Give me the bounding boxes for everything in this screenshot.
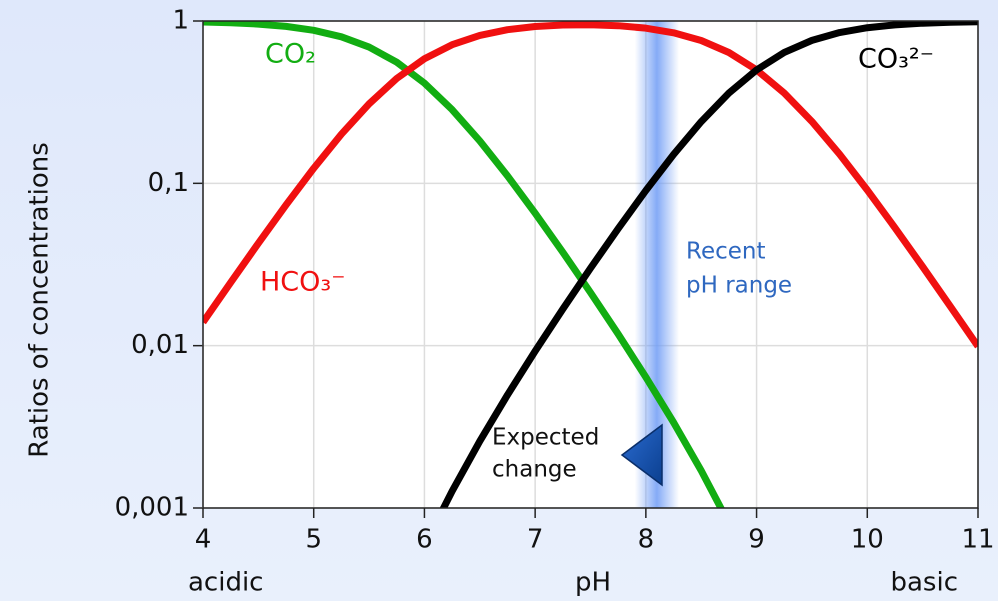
annotation: Expected	[492, 425, 599, 451]
x-tick-label: 4	[195, 525, 212, 555]
plot-frame	[202, 20, 979, 509]
x-tick-label: 8	[638, 525, 655, 555]
y-tick-label: 0,01	[131, 330, 189, 360]
annotation: change	[492, 457, 577, 483]
series-label: HCO₃⁻	[260, 267, 345, 298]
series-line	[203, 21, 978, 349]
x-axis-label: pH	[575, 568, 611, 598]
x-tick-label: 7	[527, 525, 544, 555]
x-note: basic	[890, 568, 958, 598]
y-axis-label: Ratios of concentrations	[25, 142, 55, 458]
x-note: acidic	[188, 568, 263, 598]
x-tick-label: 6	[416, 525, 433, 555]
ph-band	[634, 21, 680, 508]
series-label: CO₃²⁻	[858, 44, 934, 75]
y-tick-label: 1	[172, 6, 189, 36]
band-label: pH range	[686, 273, 792, 299]
arrow	[620, 423, 663, 487]
x-tick-label: 10	[851, 525, 884, 555]
x-tick-label: 11	[961, 525, 994, 555]
y-tick-label: 0,001	[115, 493, 189, 523]
series-line	[203, 21, 725, 508]
series-line	[439, 21, 978, 508]
band-label: Recent	[686, 239, 766, 265]
series-label: CO₂	[265, 39, 316, 70]
x-tick-label: 9	[748, 525, 765, 555]
y-tick-label: 0,1	[148, 168, 189, 198]
x-tick-label: 5	[305, 525, 322, 555]
